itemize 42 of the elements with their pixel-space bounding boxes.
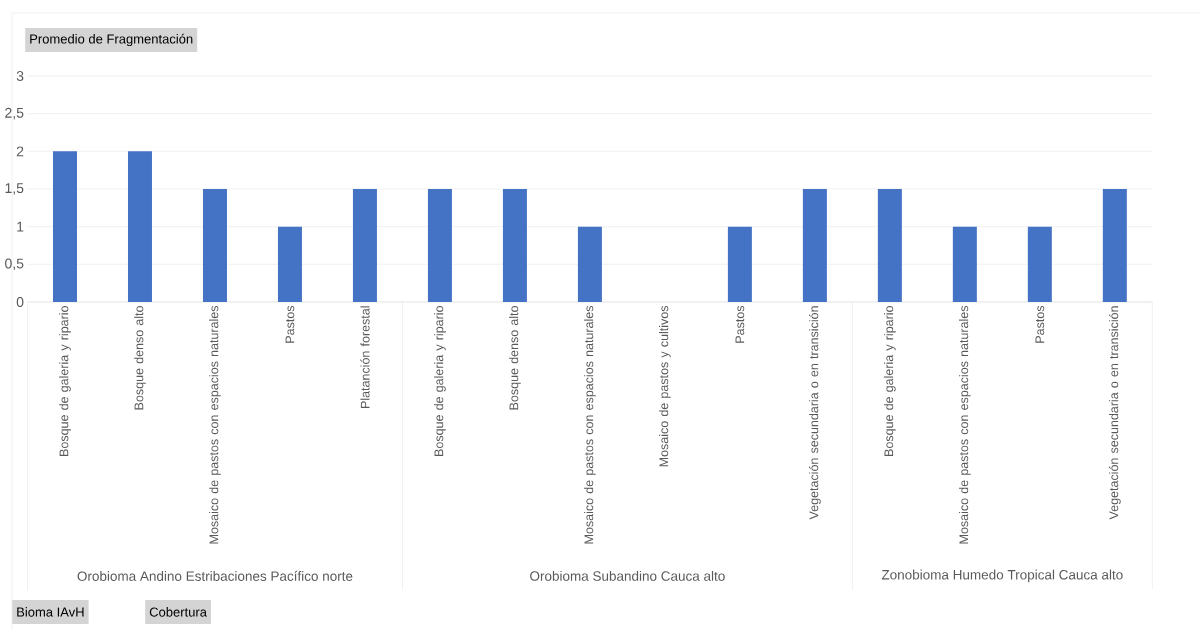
chart-title: Promedio de Fragmentación — [30, 33, 193, 47]
x-tick-label: Mosaico de pastos con espacios naturales — [209, 305, 221, 544]
x-tick-label: Platanción forestal — [360, 306, 370, 408]
x-tick-label: Bosque de galeria y ripario — [434, 305, 446, 456]
x-tick-label: Bosque denso alto — [509, 305, 521, 410]
x-tick-label: Vegetación secundaria o en transición — [808, 306, 821, 520]
bar — [202, 188, 227, 302]
bar — [577, 226, 602, 302]
y-tick-label: 2 — [16, 146, 24, 157]
x-tick-label: Mosaico de pastos con espacios naturales — [584, 305, 596, 544]
bar — [952, 226, 977, 302]
bar — [352, 188, 377, 302]
y-tick-label: 1 — [17, 221, 24, 232]
text: Bioma IAvH — [17, 607, 84, 617]
x-tick-label: Mosaico de pastos y cultivos — [659, 305, 671, 467]
bar — [277, 226, 302, 302]
x-tick-label: Bosque de galeria y ripario — [884, 305, 896, 456]
bar — [877, 188, 902, 302]
text: Orobioma Subandino Cauca alto — [530, 570, 725, 581]
bar — [427, 188, 452, 302]
bar — [1027, 226, 1052, 302]
bar — [127, 151, 152, 302]
x-tick-label: Pastos — [735, 305, 745, 343]
y-tick-label: 0 — [16, 296, 24, 307]
text: Zonobioma Humedo Tropical Cauca alto — [881, 569, 1123, 583]
y-tick-label: 1,5 — [5, 183, 24, 195]
bar — [53, 151, 77, 302]
text: Orobioma Andino Estribaciones Pacífico norte — [77, 570, 353, 581]
text: Cobertura — [149, 607, 207, 617]
y-tick-label: 3 — [16, 70, 24, 81]
x-tick-label: Pastos — [1035, 305, 1045, 343]
x-tick-label: Pastos — [285, 305, 295, 343]
x-tick-label: Mosaico de pastos con espacios naturales — [959, 305, 971, 544]
x-tick-label: Vegetación secundaria o en transición — [1108, 306, 1121, 520]
x-tick-label: Bosque denso alto — [134, 305, 146, 410]
y-tick-label: 0,5 — [5, 258, 24, 271]
y-tick-label: 2,5 — [5, 107, 24, 120]
bar — [802, 188, 827, 302]
bar — [502, 188, 527, 302]
x-tick-label: Bosque de galeria y ripario — [59, 305, 71, 456]
bar — [727, 226, 752, 302]
bar — [1102, 188, 1127, 302]
